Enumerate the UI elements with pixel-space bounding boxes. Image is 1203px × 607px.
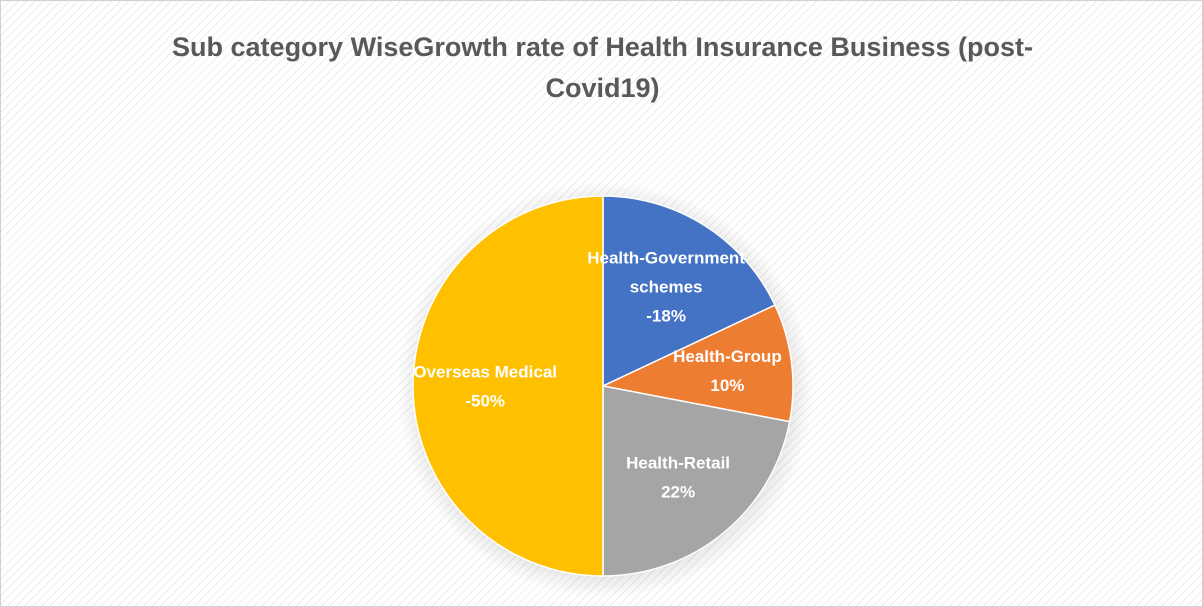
data-label-health-retail: Health-Retail 22% bbox=[626, 453, 730, 501]
chart-title: Sub category WiseGrowth rate of Health I… bbox=[101, 27, 1104, 109]
chart-title-line-2: Covid19) bbox=[545, 73, 660, 103]
data-label-health-group: Health-Group 10% bbox=[673, 347, 782, 395]
pie-slice-health-group bbox=[600, 304, 794, 423]
pie-slice-health-government-schemes bbox=[602, 195, 776, 388]
pie-slice-overseas-medical bbox=[412, 195, 604, 577]
data-label-overseas-medical: Overseas Medical -50% bbox=[413, 363, 557, 411]
chart-title-line-1: Sub category WiseGrowth rate of Health I… bbox=[172, 32, 1033, 62]
pie-slice-health-retail bbox=[602, 385, 791, 577]
data-label-health-government-schemes: Health-Government schemes -18% bbox=[587, 249, 745, 326]
